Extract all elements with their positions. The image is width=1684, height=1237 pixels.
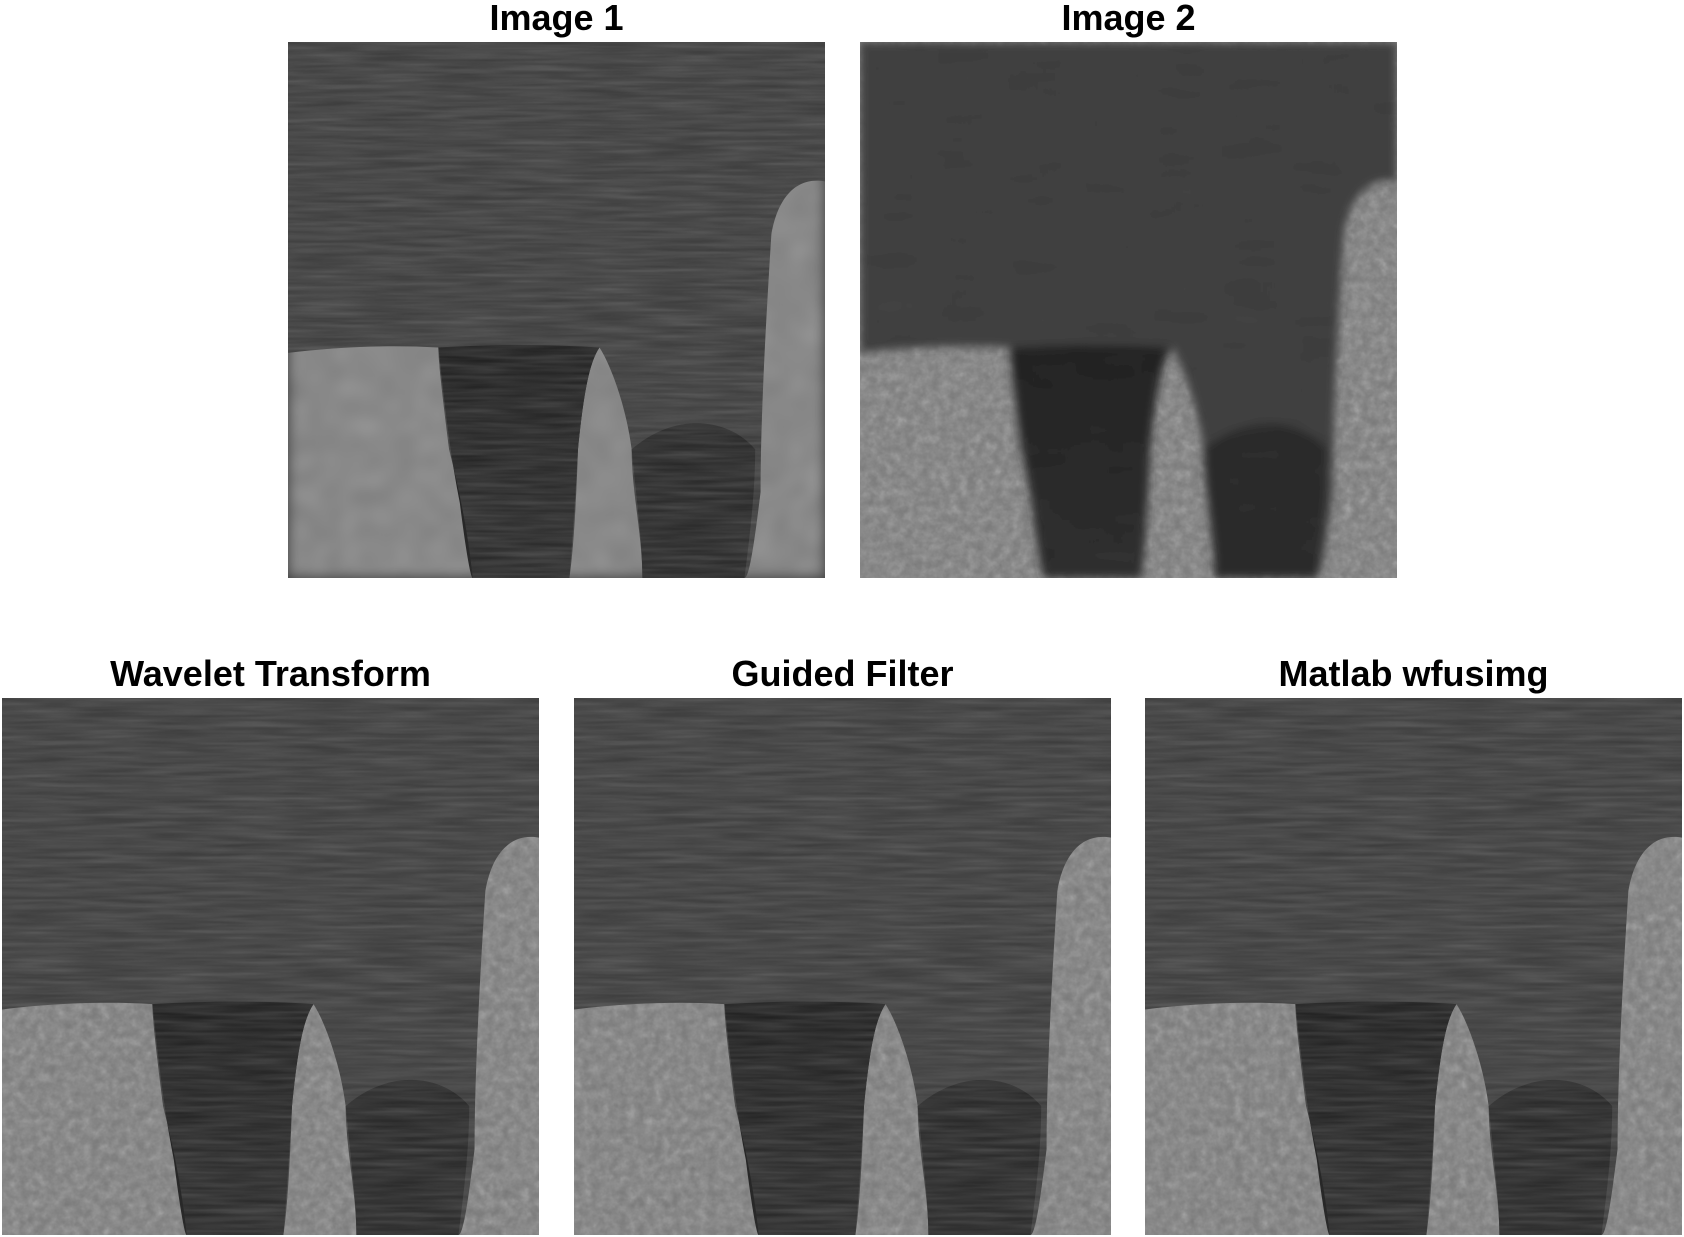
panel-image (860, 42, 1397, 578)
panel-wavelet-transform: Wavelet Transform (2, 652, 539, 1235)
panel-image (1145, 698, 1682, 1235)
panel-image (574, 698, 1111, 1235)
panel-title: Guided Filter (731, 653, 954, 694)
panel-guided-filter: Guided Filter (574, 652, 1111, 1235)
panel-title: Wavelet Transform (110, 653, 431, 694)
panel-title: Image 2 (1061, 0, 1196, 38)
panel-image-2: Image 2 (860, 0, 1397, 578)
panel-title: Image 1 (489, 0, 624, 38)
panel-image (2, 698, 539, 1235)
panel-image-1: Image 1 (288, 0, 825, 578)
panel-matlab-wfusimg: Matlab wfusimg (1145, 652, 1682, 1235)
panel-image (288, 42, 825, 578)
panel-title: Matlab wfusimg (1278, 653, 1549, 694)
